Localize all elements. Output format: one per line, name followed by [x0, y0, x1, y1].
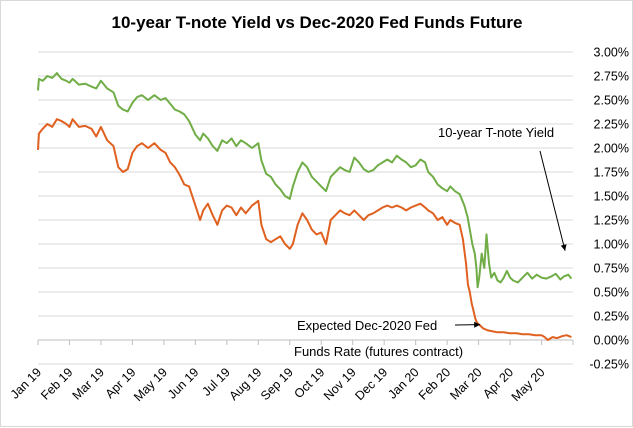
x-tick-label: Dec 19 [352, 365, 390, 403]
series-line-fed-funds [38, 119, 571, 340]
y-tick-label: 3.00% [594, 46, 629, 60]
x-tick-label: Jan 19 [8, 365, 44, 401]
y-tick-label: 0.75% [594, 262, 629, 276]
y-tick-label: 1.50% [594, 190, 629, 204]
series-line-tnote-yield [38, 73, 571, 287]
x-tick-label: Aug 19 [226, 365, 264, 403]
annotation-fedfunds-label-line2: Funds Rate (futures contract) [294, 344, 463, 359]
y-tick-label: 2.75% [594, 70, 629, 84]
y-tick-label: 2.00% [594, 142, 629, 156]
x-tick-label: Feb 19 [38, 365, 75, 402]
x-tick-label: Feb 20 [416, 365, 453, 402]
y-tick-label: 1.75% [594, 166, 629, 180]
annotation-fedfunds: Expected Dec-2020 Fed Funds Rate (future… [294, 318, 480, 359]
annotation-fedfunds-label-line1: Expected Dec-2020 Fed [297, 318, 437, 333]
y-tick-label: 0.50% [594, 286, 629, 300]
x-tick-label: Nov 19 [321, 365, 359, 403]
series-lines [38, 73, 571, 340]
x-tick-label: Sep 19 [258, 365, 296, 403]
y-tick-label: 0.00% [594, 334, 629, 348]
x-tick-label: May 19 [131, 365, 170, 404]
y-tick-label: 1.25% [594, 214, 629, 228]
y-axis: -0.25% 0.00% 0.25% 0.50% 0.75% 1.00% 1.25% 1.50… [589, 46, 629, 372]
x-tick-label: May 20 [509, 365, 548, 404]
y-tick-label: 2.25% [594, 118, 629, 132]
chart-title: 10-year T-note Yield vs Dec-2020 Fed Fun… [112, 13, 523, 32]
y-tick-label: 2.50% [594, 94, 629, 108]
x-tick-label: Jan 20 [385, 365, 421, 401]
annotation-tnote-arrow [540, 151, 565, 251]
x-tick-label: Mar 19 [70, 365, 107, 402]
annotation-tnote-label: 10-year T-note Yield [438, 125, 554, 140]
annotation-tnote: 10-year T-note Yield [438, 125, 565, 251]
y-tick-label: -0.25% [589, 358, 629, 372]
x-tick-label: Jun 19 [165, 365, 201, 401]
x-tick-label: Oct 19 [291, 365, 327, 401]
x-tick-label: Mar 20 [447, 365, 484, 402]
y-tick-label: 1.00% [594, 238, 629, 252]
y-tick-label: 0.25% [594, 310, 629, 324]
